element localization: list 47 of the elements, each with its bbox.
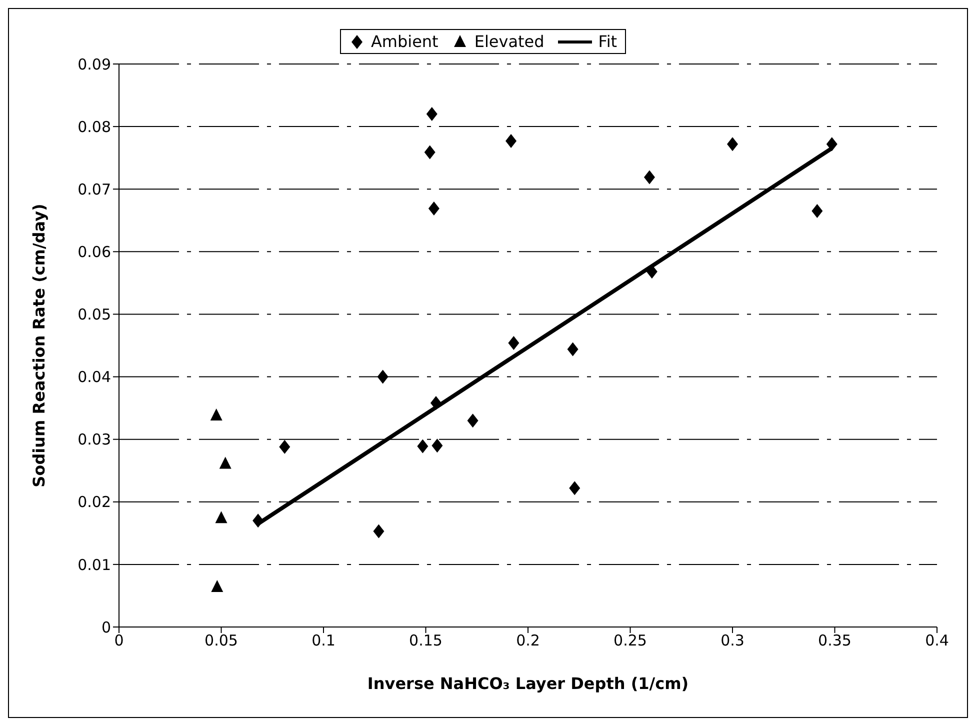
legend-label: Fit (598, 32, 618, 51)
x-tick-label: 0.25 (614, 632, 647, 650)
point (426, 107, 438, 122)
point (211, 580, 224, 592)
point (569, 481, 580, 496)
point (252, 514, 264, 528)
y-axis-title: Sodium Reaction Rate (cm/day) (30, 204, 49, 488)
y-tick-label: 0.03 (78, 430, 111, 449)
y-tick-label: 0.04 (78, 368, 111, 386)
y-tick-label: 0.09 (78, 55, 111, 74)
y-tick-label: 0 (101, 618, 111, 636)
point (567, 342, 578, 356)
point (432, 438, 443, 453)
point (373, 524, 384, 538)
x-tick-label: 0 (114, 632, 124, 650)
point (215, 511, 228, 524)
x-tick-label: 0.1 (312, 632, 336, 650)
legend-label: Elevated (474, 32, 544, 51)
point (826, 137, 838, 152)
point (508, 336, 520, 350)
x-axis-title: Inverse NaHCO₃ Layer Depth (1/cm) (367, 674, 689, 693)
point (279, 440, 290, 454)
point (377, 370, 388, 384)
point (812, 204, 823, 218)
y-tick-label: 0.02 (78, 493, 111, 512)
x-tick-label: 0.15 (409, 632, 442, 650)
point (424, 145, 436, 160)
point (417, 439, 428, 454)
x-tick-label: 0.4 (925, 632, 949, 650)
x-tick-label: 0.3 (720, 632, 744, 650)
y-tick-label: 0.01 (78, 556, 111, 574)
y-tick-label: 0.05 (78, 306, 111, 324)
y-tick-label: 0.06 (78, 242, 111, 261)
y-tick-label: 0.08 (78, 118, 111, 136)
point (430, 396, 442, 410)
x-tick-label: 0.05 (204, 632, 238, 650)
point (428, 202, 440, 216)
point (467, 414, 478, 428)
x-tick-label: 0.2 (516, 632, 540, 650)
x-tick-label: 0.35 (818, 632, 852, 650)
point (219, 456, 232, 469)
y-tick-label: 0.07 (78, 180, 111, 198)
point (210, 408, 222, 421)
point (727, 137, 738, 152)
point (644, 170, 655, 184)
legend-label: Ambient (370, 32, 438, 51)
point (506, 134, 517, 148)
